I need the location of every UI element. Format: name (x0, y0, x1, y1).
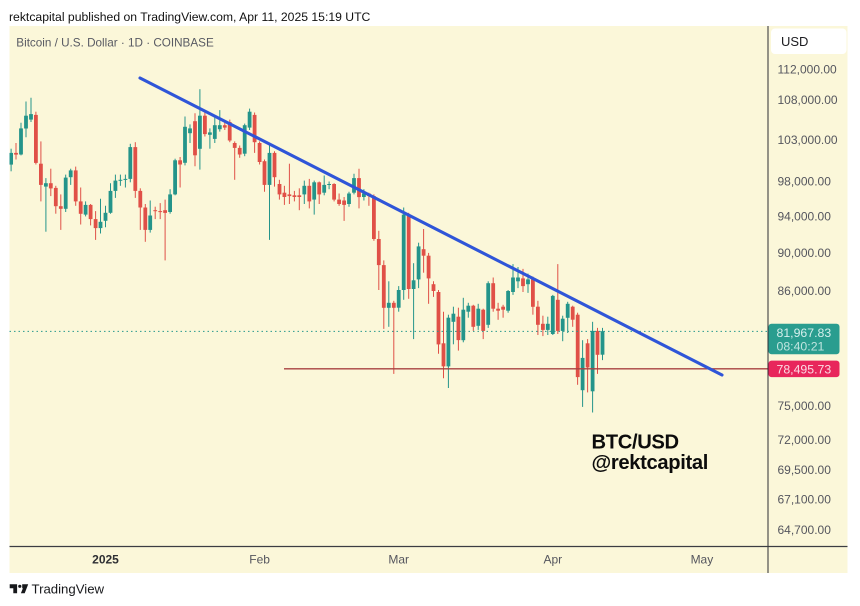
svg-text:72,000.00: 72,000.00 (778, 433, 832, 447)
svg-text:67,100.00: 67,100.00 (778, 492, 832, 506)
svg-text:112,000.00: 112,000.00 (778, 63, 837, 77)
svg-text:BTC/USD: BTC/USD (592, 432, 679, 454)
svg-text:78,495.73: 78,495.73 (777, 362, 832, 376)
svg-text:May: May (691, 553, 714, 567)
svg-text:64,700.00: 64,700.00 (778, 523, 832, 537)
svg-text:86,000.00: 86,000.00 (778, 284, 832, 298)
svg-text:TradingView: TradingView (32, 582, 105, 597)
svg-text:USD: USD (781, 34, 808, 49)
svg-text:98,000.00: 98,000.00 (778, 175, 832, 189)
svg-text:08:40:21: 08:40:21 (777, 340, 825, 354)
svg-text:90,000.00: 90,000.00 (778, 246, 832, 260)
svg-text:rektcapital published on Tradi: rektcapital published on TradingView.com… (9, 10, 371, 24)
svg-text:103,000.00: 103,000.00 (778, 133, 838, 147)
svg-text:Mar: Mar (388, 553, 409, 567)
svg-text:Bitcoin / U.S. Dollar · 1D · C: Bitcoin / U.S. Dollar · 1D · COINBASE (16, 37, 214, 50)
svg-text:94,000.00: 94,000.00 (778, 210, 832, 224)
svg-text:69,500.00: 69,500.00 (778, 463, 832, 477)
svg-text:81,967.83: 81,967.83 (777, 326, 832, 340)
svg-text:75,000.00: 75,000.00 (778, 399, 832, 413)
svg-text:@rektcapital: @rektcapital (592, 452, 708, 474)
svg-text:2025: 2025 (92, 553, 119, 567)
svg-text:Feb: Feb (249, 553, 270, 567)
svg-text:108,000.00: 108,000.00 (778, 93, 838, 107)
svg-text:Apr: Apr (543, 553, 562, 567)
